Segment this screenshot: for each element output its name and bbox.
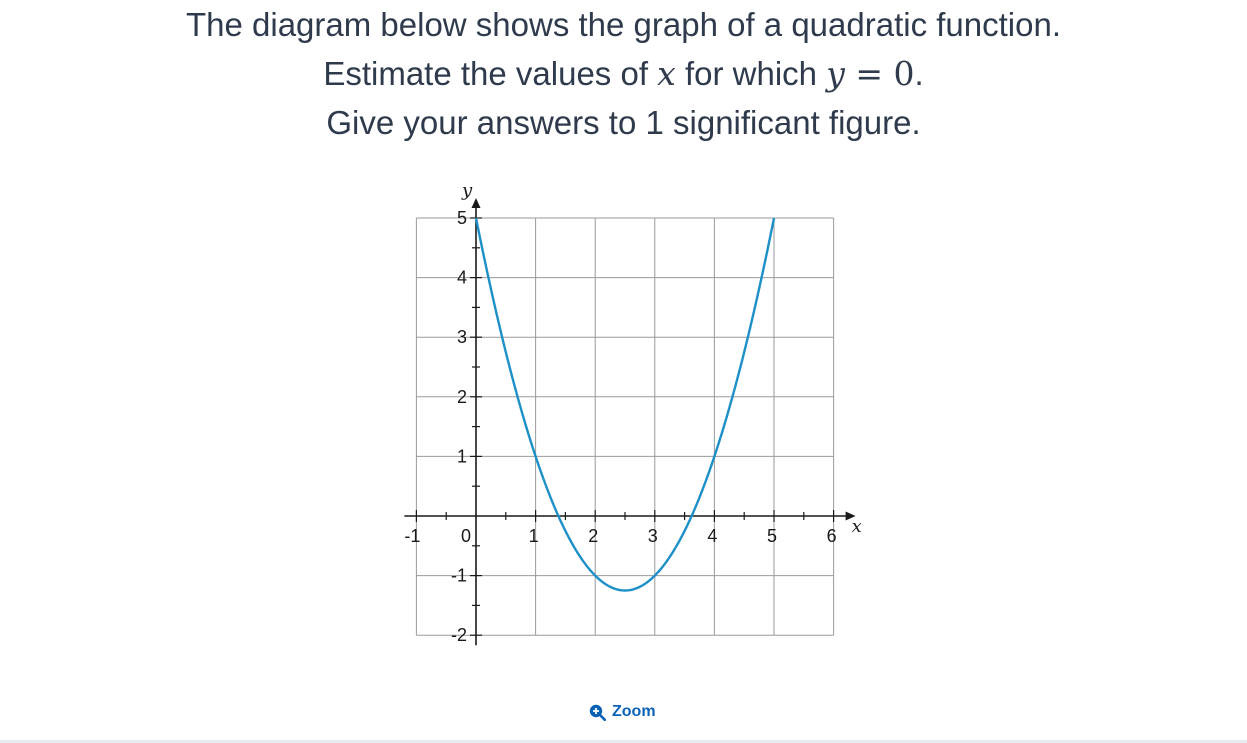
y-tick-label: -1 [451, 566, 467, 586]
question-line-1: The diagram below shows the graph of a q… [185, 6, 1061, 43]
question-line-3: Give your answers to 1 significant figur… [326, 104, 921, 141]
question-line-2: Estimate the values of x for which y = 0… [0, 49, 1247, 98]
equals-sign: = [844, 54, 894, 93]
quadratic-graph: -1 0 1 2 3 4 5 6 -2 -1 1 2 3 4 5 x y [404, 180, 862, 646]
y-tick-label: 2 [457, 387, 467, 407]
zero-value: 0 [893, 54, 915, 93]
x-tick-label: 2 [588, 526, 598, 546]
y-tick-label: 3 [457, 327, 467, 347]
y-axis-arrow [471, 198, 481, 208]
x-axis-label: x [852, 516, 862, 537]
x-axis-arrow [845, 511, 856, 521]
zoom-button[interactable]: Zoom [589, 703, 656, 721]
variable-y: y [826, 54, 845, 93]
x-tick-label: 4 [707, 526, 717, 546]
question-line-2-pre: Estimate the values of [323, 55, 658, 92]
y-axis-label: y [461, 180, 473, 201]
y-tick-label: 1 [457, 446, 467, 466]
variable-x: x [657, 54, 676, 93]
x-tick-label: 3 [648, 526, 658, 546]
question-line-2-post: . [914, 55, 924, 92]
y-tick-label: 4 [457, 268, 467, 288]
question-line-2-mid: for which [675, 55, 827, 92]
x-tick-label: -1 [404, 526, 420, 546]
x-tick-label: 6 [827, 526, 837, 546]
axes [404, 198, 856, 646]
y-tick-label: 5 [457, 208, 467, 228]
x-tick-label: 1 [529, 526, 539, 546]
y-tick-label: -2 [451, 625, 467, 645]
x-tick-label: 0 [461, 526, 471, 546]
tick-labels: -1 0 1 2 3 4 5 6 -2 -1 1 2 3 4 5 x y [404, 180, 861, 645]
zoom-label: Zoom [612, 703, 656, 720]
zoom-in-icon [589, 704, 606, 721]
quadratic-curve [474, 217, 776, 592]
x-tick-label: 5 [767, 526, 777, 546]
bottom-divider [0, 740, 1247, 743]
question-text: The diagram below shows the graph of a q… [0, 0, 1247, 147]
